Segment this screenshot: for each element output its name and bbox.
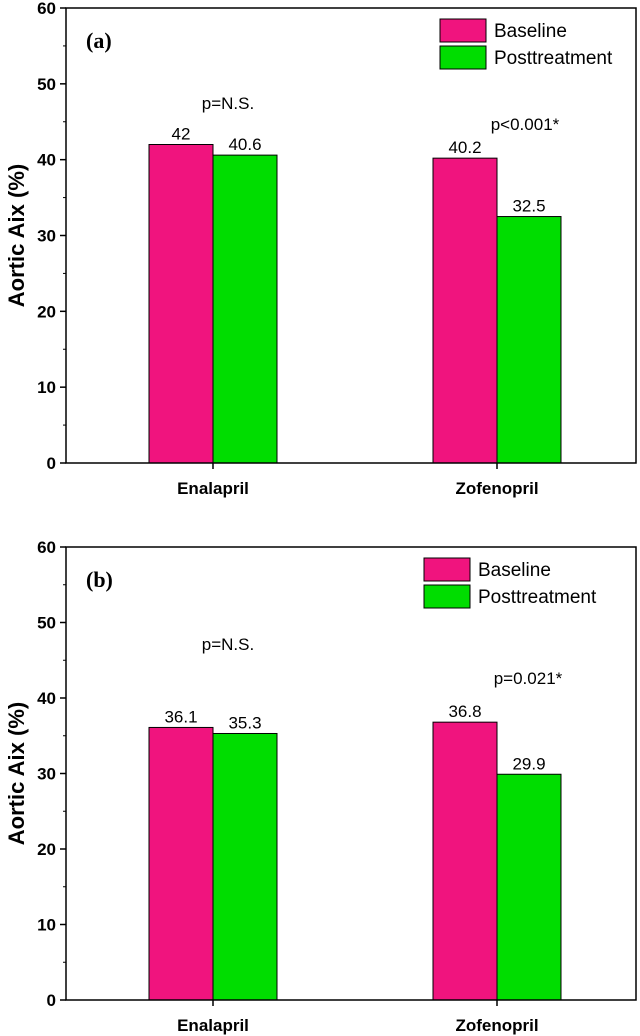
chart-panel-b: 36.1 36.8 35.3 29.9 0 10 20 30 40 50 60 Enalapril Zo… <box>4 538 637 1035</box>
legend-label: Baseline <box>478 560 551 581</box>
data-label: 40.6 <box>228 135 261 154</box>
data-label: 35.3 <box>228 713 261 732</box>
bar-posttreatment-zofenopril <box>496 773 562 1001</box>
bar-baseline-zofenopril <box>432 157 498 464</box>
y-tick-label: 10 <box>37 378 56 397</box>
y-tick-label: 40 <box>37 689 56 708</box>
data-label: 42 <box>172 125 191 144</box>
y-tick-label: 20 <box>37 302 56 321</box>
y-tick-label: 0 <box>47 454 56 473</box>
y-tick-label: 30 <box>37 765 56 784</box>
y-axis-title: Aortic Aix (%) <box>4 702 29 845</box>
x-category-label: Enalapril <box>177 1016 249 1035</box>
y-axis-title: Aortic Aix (%) <box>4 164 29 307</box>
bar-posttreatment-zofenopril <box>496 216 562 464</box>
y-tick-label: 20 <box>37 840 56 859</box>
legend-label: Posttreatment <box>494 48 613 69</box>
bar-posttreatment-enalapril <box>212 732 278 1001</box>
legend-label: Posttreatment <box>478 587 597 608</box>
y-tick-label: 50 <box>37 75 56 94</box>
bar-baseline-enalapril <box>148 726 214 1001</box>
y-tick-label: 60 <box>37 0 56 18</box>
y-tick-label: 40 <box>37 151 56 170</box>
legend: Baseline Posttreatment <box>423 557 597 609</box>
legend-swatch-posttreatment <box>439 45 487 70</box>
bar-baseline-zofenopril <box>432 721 498 1001</box>
panel-label: (a) <box>86 28 112 53</box>
y-tick-label: 50 <box>37 614 56 633</box>
x-category-label: Zofenopril <box>455 479 538 498</box>
p-value-annotation: p<0.001* <box>491 115 560 134</box>
data-label: 40.2 <box>448 138 481 157</box>
legend-swatch-baseline <box>439 18 487 43</box>
legend: Baseline Posttreatment <box>439 18 613 70</box>
x-category-label: Zofenopril <box>455 1016 538 1035</box>
data-label: 32.5 <box>512 197 545 216</box>
legend-label: Baseline <box>494 21 567 42</box>
data-label: 36.1 <box>164 707 197 726</box>
data-label: 29.9 <box>512 754 545 773</box>
p-value-annotation: p=0.021* <box>494 669 563 688</box>
chart-panel-a: 42 40.2 40.6 32.5 0 10 20 30 40 50 60 Enalapril Zofe… <box>4 0 637 498</box>
bar-baseline-enalapril <box>148 144 214 464</box>
y-tick-label: 0 <box>47 991 56 1010</box>
y-tick-label: 10 <box>37 916 56 935</box>
legend-swatch-baseline <box>423 557 471 582</box>
panel-label: (b) <box>86 567 113 592</box>
legend-swatch-posttreatment <box>423 584 471 609</box>
p-value-annotation: p=N.S. <box>202 94 254 113</box>
p-value-annotation: p=N.S. <box>202 635 254 654</box>
y-tick-label: 30 <box>37 227 56 246</box>
x-category-label: Enalapril <box>177 479 249 498</box>
bar-posttreatment-enalapril <box>212 154 278 464</box>
data-label: 36.8 <box>448 702 481 721</box>
y-tick-label: 60 <box>37 538 56 557</box>
